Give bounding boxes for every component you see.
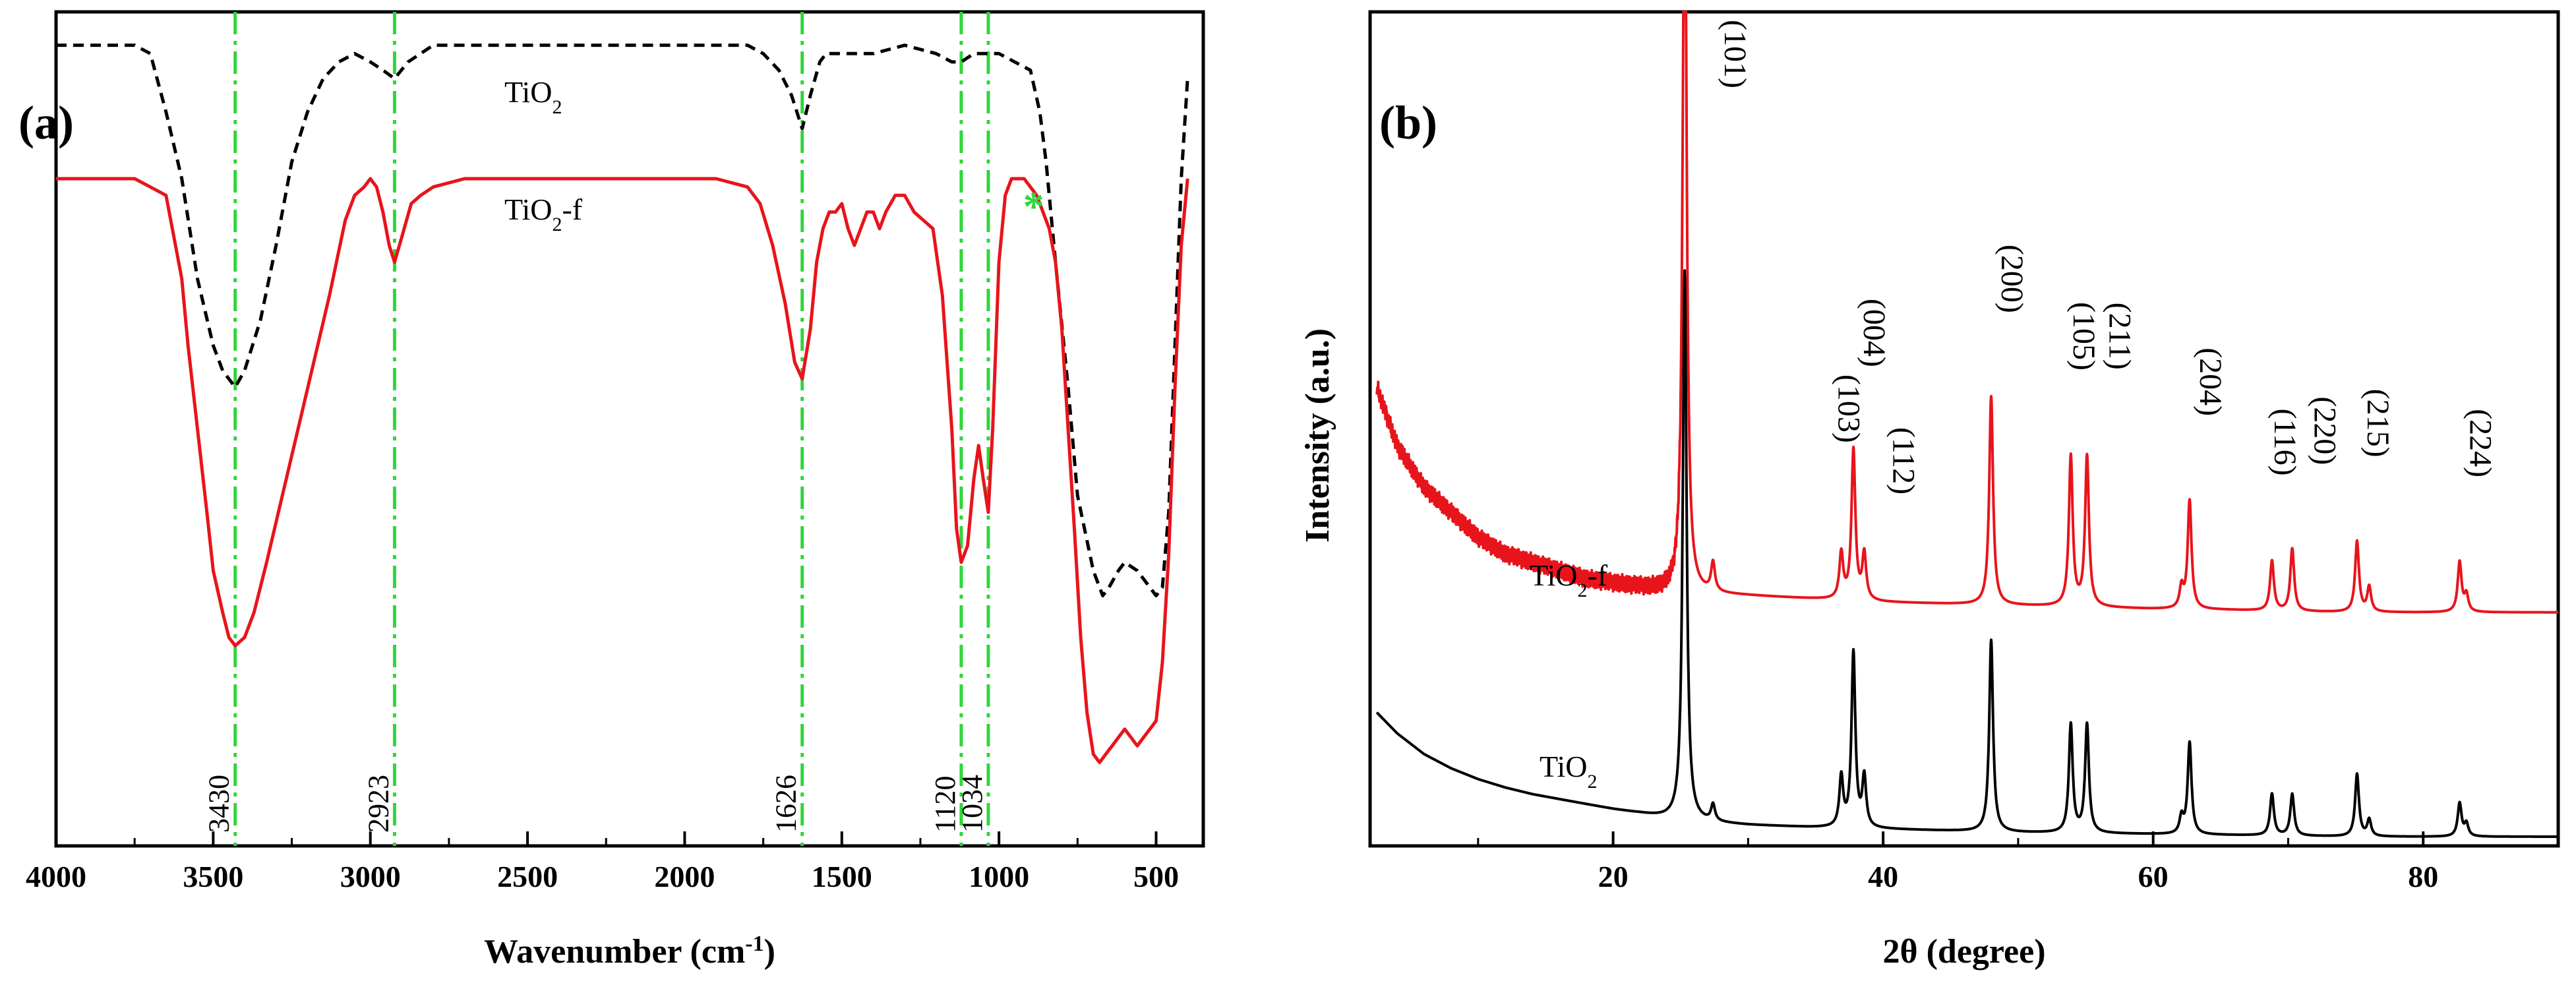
x-tick-label-a: 4000	[26, 860, 86, 893]
x-axis-title-a: Wavenumber (cm-1)	[484, 932, 775, 971]
peak-label-1120: 1120	[929, 776, 961, 833]
series-label-sub: 2	[1577, 580, 1587, 601]
series-label-b-TiO2-f: TiO2-f	[1530, 558, 1608, 601]
series-label-TiO2-f: TiO2-f	[504, 193, 583, 235]
peak-label-2923: 2923	[362, 775, 394, 833]
hkl-label-215: (215)	[2360, 389, 2395, 458]
x-tick-label-a: 3000	[340, 860, 401, 893]
hkl-label-105: (105)	[2066, 302, 2101, 371]
peak-label-3430: 3430	[203, 775, 235, 833]
hkl-label-224: (224)	[2463, 409, 2498, 477]
panel-a: 4000 3500 3000 2500 2000 1500 1000 500 3430 2923 1…	[18, 10, 1205, 971]
hkl-label-220: (220)	[2308, 396, 2343, 465]
hkl-label-004: (004)	[1857, 299, 1892, 367]
y-axis-title-b: Intensity (a.u.)	[1299, 328, 1336, 543]
plot-frame-b	[1368, 10, 2560, 848]
asterisk-annotation: *	[1023, 183, 1044, 229]
x-tick-label-b: 60	[2138, 860, 2169, 893]
series-line-TiO2-f	[56, 177, 1189, 764]
panel-label-a: (a)	[18, 96, 74, 149]
series-label-suffix: -f	[1587, 558, 1607, 592]
series-label-main: TiO	[504, 193, 552, 226]
panel-label-b: (b)	[1379, 96, 1437, 149]
x-axis-title-sup: -1	[745, 932, 764, 956]
x-tick-label-b: 40	[1868, 860, 1898, 893]
series-label-main: TiO	[504, 75, 552, 109]
x-axis-title-b: 2θ (degree)	[1882, 933, 2045, 971]
series-line-TiO2	[56, 44, 1189, 597]
hkl-label-211: (211)	[2102, 303, 2137, 370]
hkl-label-116: (116)	[2267, 408, 2302, 475]
x-tick-label-b: 80	[2408, 860, 2438, 893]
x-tick-label-a: 1000	[969, 860, 1029, 893]
x-tick-label-a: 2000	[654, 860, 715, 893]
series-label-sub: 2	[552, 214, 562, 235]
x-axis-title-main: Wavenumber (cm	[484, 933, 745, 971]
x-axis-title-end: )	[764, 933, 775, 971]
plot-frame-a	[54, 10, 1205, 848]
peak-label-1626: 1626	[770, 775, 802, 833]
series-label-main: TiO	[1530, 558, 1577, 592]
hkl-label-200: (200)	[1994, 245, 2029, 313]
series-label-sub: 2	[552, 96, 562, 118]
series-label-TiO2: TiO2	[504, 75, 562, 118]
x-tick-label-a: 500	[1133, 860, 1179, 893]
x-tick-label-a: 2500	[497, 860, 558, 893]
hkl-label-204: (204)	[2193, 347, 2228, 416]
series-label-suffix: -f	[562, 193, 582, 226]
series-line-TiO2-f	[1375, 11, 2560, 614]
hkl-label-101: (101)	[1718, 20, 1752, 88]
x-tick-label-b: 20	[1598, 860, 1629, 893]
series-line-TiO2	[1375, 269, 2560, 838]
series-label-main: TiO	[1540, 750, 1587, 783]
hkl-label-103: (103)	[1832, 374, 1867, 443]
series-label-sub: 2	[1587, 771, 1597, 793]
x-tick-label-a: 1500	[812, 860, 872, 893]
hkl-label-112: (112)	[1886, 427, 1921, 494]
series-label-b-TiO2: TiO2	[1540, 750, 1597, 793]
panel-b: 20 40 60 80TiO2-fTiO2(101)(103)(004)(112)(2…	[1299, 10, 2560, 971]
peak-label-1034: 1034	[956, 775, 988, 833]
x-tick-label-a: 3500	[183, 860, 243, 893]
